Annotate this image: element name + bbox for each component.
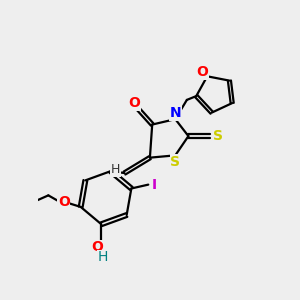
Text: O: O (92, 240, 104, 254)
Text: N: N (169, 106, 181, 120)
Text: S: S (170, 154, 180, 169)
Text: H: H (111, 164, 120, 176)
Text: O: O (129, 96, 140, 110)
Text: O: O (197, 65, 208, 80)
Text: O: O (58, 194, 70, 208)
Text: S: S (213, 129, 223, 143)
Text: H: H (98, 250, 108, 264)
Text: I: I (152, 178, 157, 192)
